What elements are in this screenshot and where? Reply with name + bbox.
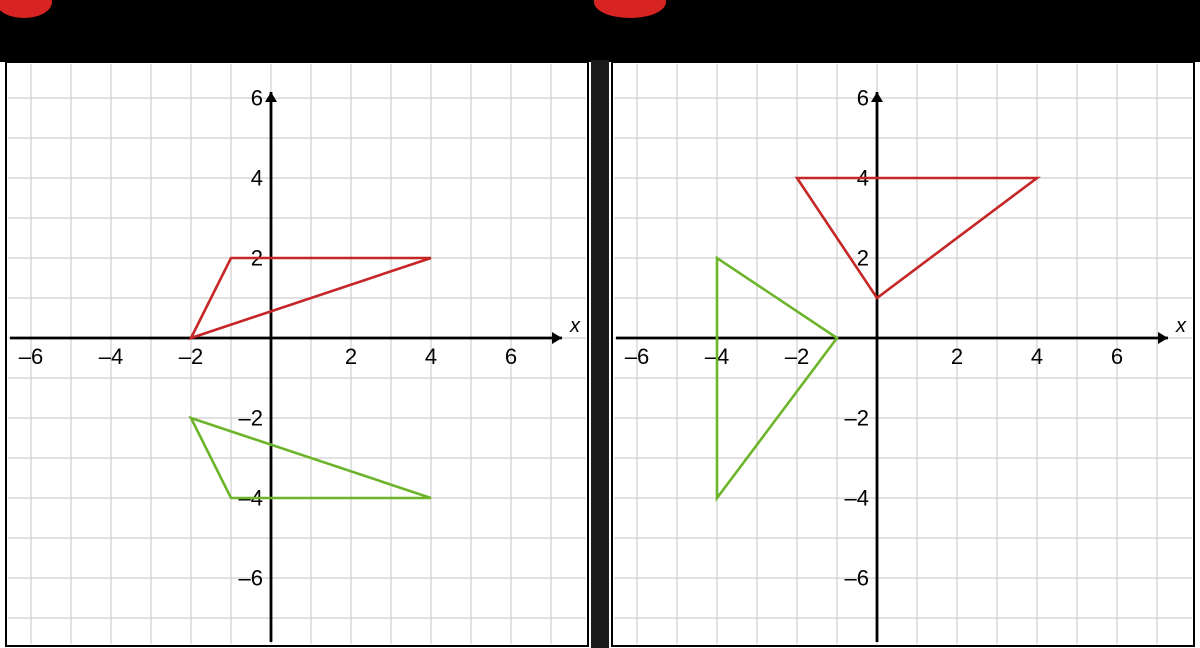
y-tick-label: 6 [857,86,869,111]
x-tick-label: –2 [179,344,203,369]
y-tick-label: –2 [845,406,869,431]
y-tick-label: –2 [239,406,263,431]
y-tick-label: 4 [251,166,263,191]
y-tick-label: 2 [857,246,869,271]
y-tick-label: 6 [251,86,263,111]
x-tick-label: 2 [345,344,357,369]
coordinate-plane-panel [612,62,1194,646]
x-tick-label: 2 [951,344,963,369]
x-tick-label: –6 [19,344,43,369]
stage: –6–4–2246642–2–4–6x–6–4–2246642–2–4–6x [0,0,1200,648]
y-tick-label: –6 [239,566,263,591]
x-tick-label: 6 [1111,344,1123,369]
x-tick-label: 4 [425,344,437,369]
x-tick-label: 6 [505,344,517,369]
x-axis-label: x [1175,315,1187,337]
y-tick-label: –6 [845,566,869,591]
x-tick-label: –2 [785,344,809,369]
x-axis-label: x [569,315,581,337]
coordinate-plane-panel [6,62,588,646]
panel-divider [591,60,609,648]
x-tick-label: –4 [99,344,123,369]
chart-canvas: –6–4–2246642–2–4–6x–6–4–2246642–2–4–6x [0,0,1200,648]
x-tick-label: 4 [1031,344,1043,369]
x-tick-label: –6 [625,344,649,369]
y-tick-label: –4 [845,486,869,511]
